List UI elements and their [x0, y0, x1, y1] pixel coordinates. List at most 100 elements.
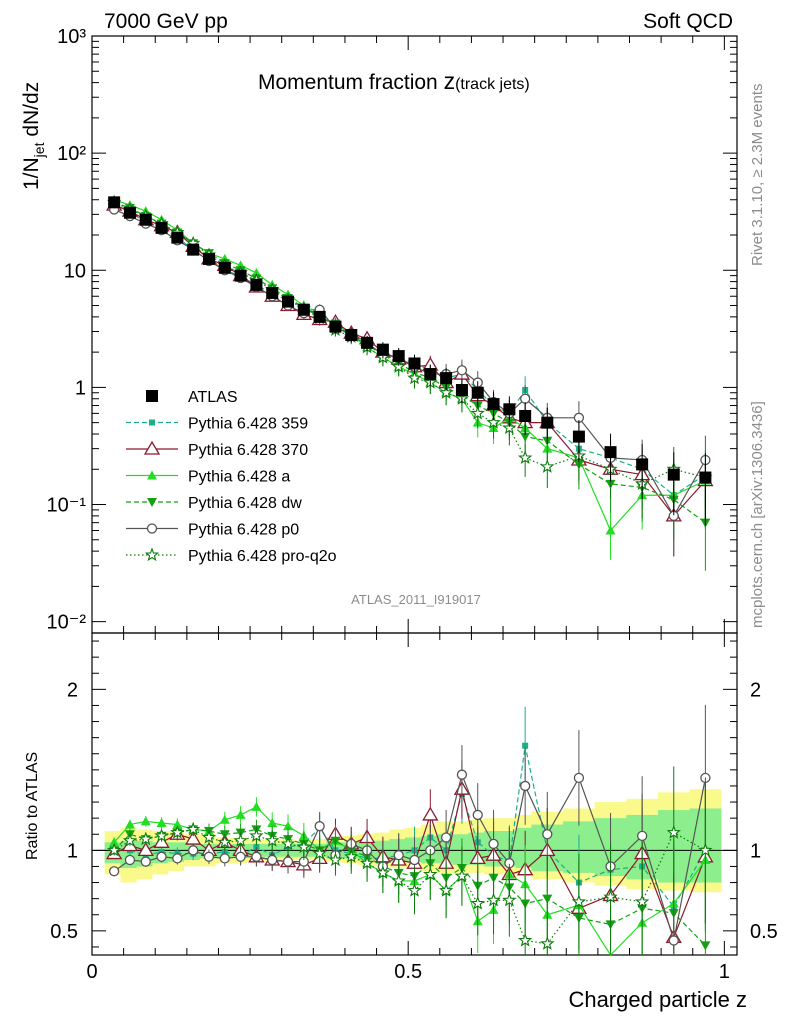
y-tick-label-ratio-right: 0.5	[750, 921, 778, 943]
y-tick-label-main: 10⁻¹	[47, 495, 87, 517]
data-point	[172, 853, 183, 864]
data-point	[636, 830, 648, 842]
data-point	[438, 385, 454, 399]
data-point	[540, 936, 555, 950]
data-point	[391, 873, 406, 888]
data-point	[517, 932, 533, 947]
data-point	[488, 838, 499, 850]
data-point	[282, 295, 295, 308]
rivet-label: Rivet 3.1.10, ≥ 2.3M events	[749, 84, 766, 267]
data-point	[267, 817, 278, 827]
data-point	[188, 845, 199, 856]
data-point	[472, 809, 483, 821]
data-point	[137, 842, 154, 856]
data-point	[502, 420, 517, 435]
y-tick-label-ratio: 1	[67, 840, 78, 862]
data-point	[605, 525, 616, 535]
data-point	[407, 370, 422, 385]
x-tick-label: 1	[719, 961, 730, 983]
data-point	[235, 851, 246, 862]
data-point	[424, 368, 437, 381]
y-tick-label-main: 10³	[57, 26, 86, 48]
data-point	[282, 856, 294, 867]
data-point	[392, 350, 405, 363]
legend-marker	[149, 419, 155, 426]
data-point	[438, 883, 454, 897]
data-point	[359, 855, 375, 870]
data-point	[235, 809, 246, 819]
y-tick-label-main: 10	[64, 260, 86, 282]
data-point	[361, 336, 374, 349]
series-pq2o	[106, 766, 713, 955]
data-point	[470, 895, 485, 910]
data-point	[423, 866, 438, 881]
data-point	[375, 865, 391, 880]
data-point	[122, 833, 138, 847]
data-point	[636, 458, 649, 471]
ylabel-part-b: dN/dz	[20, 82, 43, 143]
data-point	[520, 432, 531, 442]
title-subscript: (track jets)	[455, 76, 530, 93]
data-point	[486, 415, 501, 429]
legend-marker	[147, 498, 157, 507]
y-tick-label-ratio: 2	[67, 679, 78, 701]
data-point	[138, 831, 153, 846]
data-point	[172, 819, 183, 829]
data-point	[345, 329, 358, 342]
y-tick-label-main: 10²	[57, 143, 86, 165]
data-point	[250, 278, 263, 291]
legend-label: ATLAS	[188, 389, 238, 406]
data-point	[155, 221, 168, 234]
data-point	[217, 834, 232, 849]
y-tick-label-ratio-right: 2	[750, 679, 761, 701]
legend-label: Pythia 6.428 359	[188, 416, 308, 433]
data-point	[123, 206, 136, 219]
data-point	[313, 310, 326, 323]
data-point	[156, 851, 167, 862]
data-point	[312, 845, 327, 860]
data-point	[456, 769, 468, 780]
series-line	[113, 828, 706, 945]
y-tick-label-main: 1	[75, 377, 86, 399]
band-green-bin	[515, 827, 532, 869]
data-point	[283, 821, 294, 831]
data-point	[124, 819, 135, 829]
legend-marker	[146, 523, 158, 534]
ratio-series-layer	[106, 704, 714, 956]
ratio-y-axis-label: Ratio to ATLAS	[24, 752, 41, 860]
data-point	[280, 836, 296, 851]
data-point	[201, 829, 217, 844]
data-point	[634, 894, 650, 908]
main-y-axis-label: 1/Njet dN/dz	[20, 82, 47, 190]
data-point	[440, 832, 452, 843]
data-point	[470, 405, 485, 420]
title-main: Momentum fraction	[258, 71, 444, 94]
data-point	[140, 856, 151, 867]
data-point	[604, 446, 617, 459]
data-point	[108, 866, 120, 877]
data-point	[520, 780, 531, 792]
data-point	[249, 828, 264, 842]
legend-marker	[143, 440, 161, 455]
data-point	[187, 243, 200, 256]
data-point	[233, 833, 248, 847]
data-point	[251, 801, 262, 811]
data-point	[218, 261, 231, 274]
data-point	[219, 853, 230, 864]
data-point	[393, 850, 404, 861]
data-point	[108, 196, 121, 209]
legend-label: Pythia 6.428 370	[188, 442, 308, 459]
data-point	[202, 252, 215, 265]
data-point	[185, 821, 201, 836]
data-point	[502, 892, 517, 907]
legend-marker	[144, 547, 160, 562]
data-point	[234, 269, 247, 282]
data-point	[542, 894, 553, 904]
data-point	[455, 383, 468, 396]
data-point	[522, 742, 529, 749]
data-point	[407, 883, 422, 897]
data-point	[454, 868, 470, 883]
analysis-watermark: ATLAS_2011_I919017	[351, 592, 481, 607]
data-point	[171, 231, 184, 244]
data-point	[700, 941, 711, 951]
